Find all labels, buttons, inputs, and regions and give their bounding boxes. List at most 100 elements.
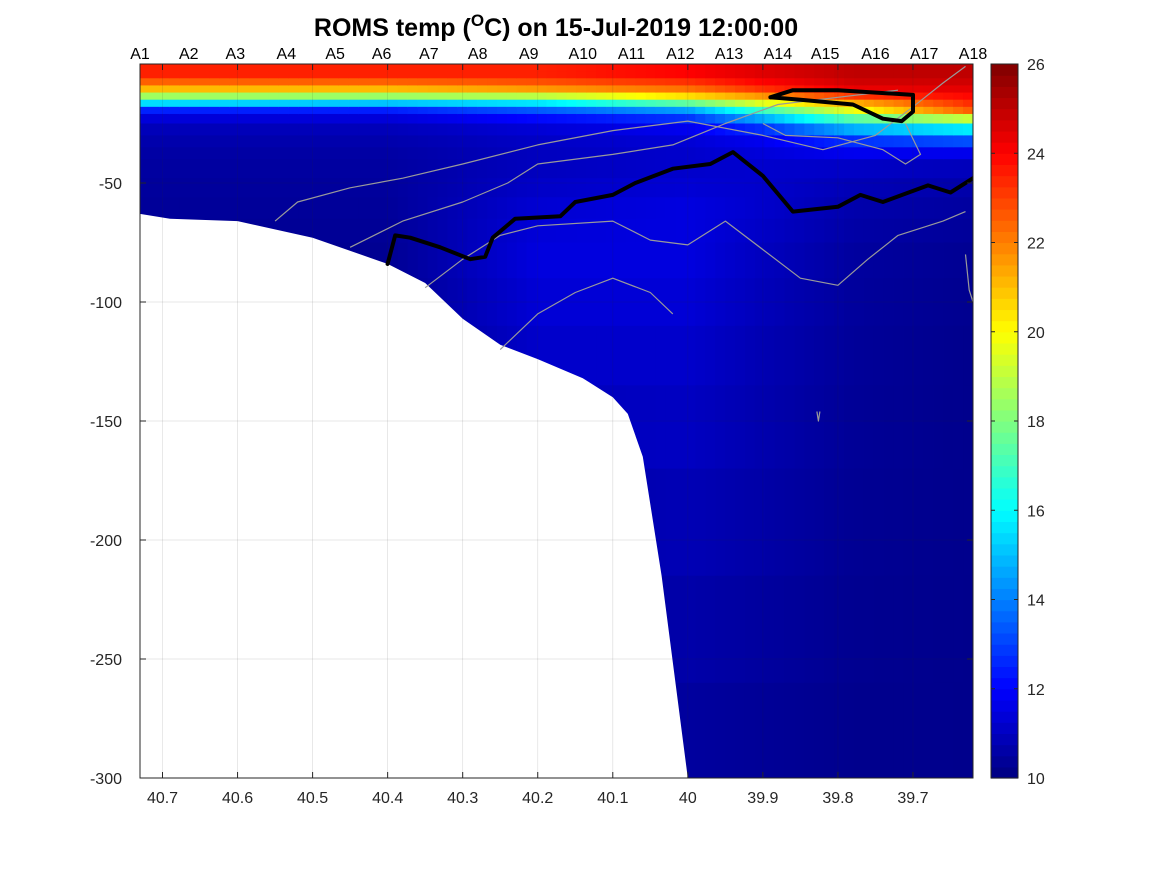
heatmap-cell [606, 242, 617, 279]
heatmap-cell [834, 575, 845, 684]
heatmap-cell [536, 197, 548, 220]
heatmap-cell [378, 106, 389, 115]
heatmap-cell [169, 113, 181, 125]
heatmap-cell [506, 135, 518, 148]
heatmap-cell [784, 64, 796, 72]
heatmap-cell [764, 159, 776, 179]
heatmap-cell [953, 242, 964, 279]
heatmap-cell [526, 135, 538, 148]
heatmap-cell [506, 218, 518, 244]
heatmap-cell [685, 71, 696, 79]
heatmap-cell [774, 278, 786, 327]
heatmap-cell [397, 99, 409, 108]
heatmap-cell [784, 71, 796, 79]
heatmap-cell [596, 242, 607, 279]
heatmap-cell [338, 135, 349, 148]
heatmap-cell [298, 64, 310, 72]
heatmap-cell [963, 218, 973, 244]
heatmap-cell [606, 106, 617, 115]
heatmap-cell [308, 106, 320, 115]
heatmap-cell [903, 99, 915, 108]
colorbar-band [991, 610, 1018, 623]
heatmap-cell [278, 71, 290, 79]
heatmap-cell [308, 71, 320, 79]
heatmap-cell [288, 64, 300, 72]
heatmap-cell [754, 242, 766, 279]
heatmap-cell [209, 113, 220, 125]
heatmap-cell [546, 71, 558, 79]
heatmap-cell [467, 159, 478, 179]
heatmap-cell [735, 64, 746, 72]
heatmap-cell [685, 197, 696, 220]
heatmap-cell [348, 113, 359, 125]
heatmap-cell [268, 106, 280, 115]
heatmap-cell [179, 178, 191, 198]
heatmap-cell [854, 85, 865, 94]
heatmap-cell [259, 113, 270, 125]
heatmap-cell [903, 64, 915, 72]
colorbar-band [991, 666, 1018, 679]
heatmap-cell [278, 64, 290, 72]
heatmap-cell [288, 218, 300, 244]
heatmap-cell [784, 113, 796, 125]
heatmap-cell [655, 242, 667, 279]
colorbar-band [991, 755, 1018, 768]
heatmap-cell [844, 242, 855, 279]
heatmap-cell [675, 92, 687, 101]
heatmap-cell [953, 64, 964, 72]
heatmap-cell [794, 242, 806, 279]
colorbar-band [991, 130, 1018, 143]
heatmap-cell [705, 71, 716, 79]
colorbar-band [991, 231, 1018, 244]
heatmap-cell [715, 64, 726, 72]
heatmap-cell [883, 278, 895, 327]
heatmap-cell [873, 325, 885, 386]
heatmap-cell [814, 71, 825, 79]
heatmap-cell [268, 197, 280, 220]
heatmap-cell [576, 197, 587, 220]
heatmap-cell [953, 123, 964, 136]
heatmap-cell [586, 135, 597, 148]
heatmap-cell [169, 85, 181, 94]
heatmap-cell [417, 85, 429, 94]
heatmap-cell [655, 123, 667, 136]
heatmap-cell [387, 197, 399, 220]
heatmap-cell [387, 159, 399, 179]
heatmap-cell [635, 135, 647, 148]
heatmap-cell [744, 123, 756, 136]
colorbar-band [991, 566, 1018, 578]
heatmap-cell [715, 218, 726, 244]
heatmap-cell [675, 468, 687, 577]
heatmap-cell [467, 99, 478, 108]
heatmap-cell [655, 64, 667, 72]
station-label: A6 [372, 46, 392, 63]
heatmap-cell [913, 385, 925, 470]
heatmap-cell [695, 123, 706, 136]
heatmap-cell [229, 197, 240, 220]
heatmap-cell [229, 106, 240, 115]
x-tick-label: 40.3 [447, 790, 478, 807]
heatmap-cell [854, 64, 865, 72]
heatmap-cell [497, 135, 508, 148]
heatmap-cell [744, 106, 756, 115]
heatmap-cell [140, 113, 151, 125]
colorbar-band [991, 387, 1018, 400]
heatmap-cell [913, 106, 925, 115]
heatmap-cell [596, 106, 607, 115]
heatmap-cell [407, 71, 419, 79]
heatmap-cell [695, 147, 706, 160]
heatmap-cell [219, 64, 230, 72]
heatmap-cell [358, 64, 369, 72]
heatmap-cell [655, 147, 667, 160]
heatmap-cell [903, 468, 915, 577]
contour-line-thin [762, 122, 922, 165]
heatmap-cell [219, 106, 230, 115]
heatmap-cell [685, 123, 696, 136]
heatmap-cell [457, 78, 468, 87]
heatmap-cell [596, 92, 607, 101]
heatmap-cell [625, 325, 637, 386]
heatmap-cell [417, 64, 429, 72]
heatmap-cell [715, 78, 726, 87]
heatmap-cell [586, 78, 597, 87]
heatmap-cell [278, 78, 290, 87]
